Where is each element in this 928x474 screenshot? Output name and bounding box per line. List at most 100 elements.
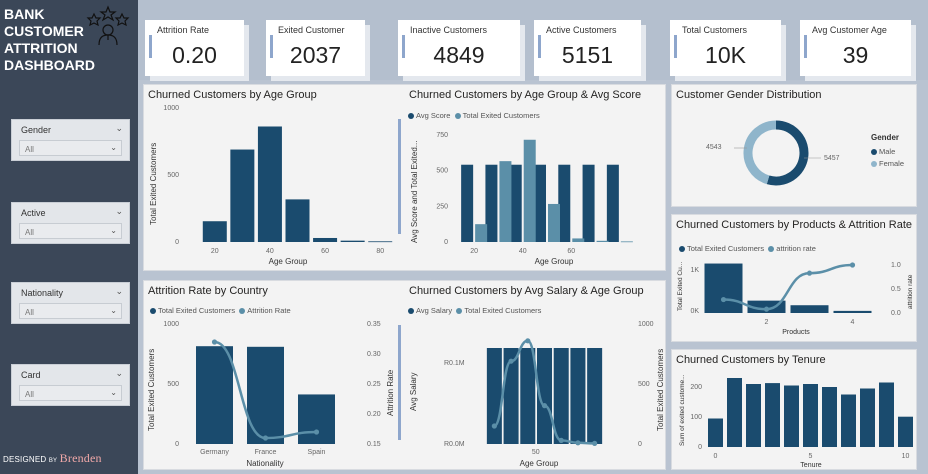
- y-tick-label: 1K: [690, 267, 699, 274]
- x-tick-label: 2: [765, 319, 769, 326]
- x-axis-title: Products: [782, 329, 810, 336]
- y2-axis-title: Attrition Rate: [386, 369, 395, 416]
- chevron-up-icon[interactable]: ⌄: [115, 368, 123, 378]
- x-tick-label: 60: [321, 248, 329, 255]
- country-attrition-line-point: [211, 339, 218, 345]
- avg-salary-bar: [520, 348, 536, 444]
- exited-bar: [596, 240, 609, 242]
- age-chart-title: Churned Customers by Age Group: [148, 89, 317, 101]
- avg-salary-bar: [486, 348, 502, 444]
- salary-chart-title: Churned Customers by Avg Salary & Age Gr…: [409, 285, 644, 297]
- x-tick-label: Germany: [200, 449, 229, 456]
- tenure-chart-title: Churned Customers by Tenure: [676, 354, 826, 366]
- y2-tick-label: 0.25: [367, 381, 381, 388]
- chevron-up-icon[interactable]: ⌄: [115, 206, 123, 216]
- gender-slicer-dropdown[interactable]: All ⌄: [19, 140, 122, 156]
- card-slicer[interactable]: Card ⌄ All ⌄: [11, 364, 130, 406]
- y-axis-title: Total Exited Customers: [149, 143, 158, 225]
- active-slicer[interactable]: Active ⌄ All ⌄: [11, 202, 130, 244]
- gender-donut-chart: [734, 120, 821, 186]
- tenure-bar-chart: 0 100 200 0 5 10 Tenure Sum of exited custome..…: [679, 374, 913, 469]
- salary-legend: Avg Salary Total Exited Customers: [408, 306, 541, 315]
- gender-panel: Customer Gender Distribution Gender Male…: [671, 84, 917, 207]
- x-axis-title: Age Group: [269, 257, 308, 266]
- country-attrition-line-point: [313, 429, 320, 435]
- tenure-panel: Churned Customers by Tenure 0 100 200 0 5 10 T…: [671, 349, 917, 470]
- active-slicer-dropdown[interactable]: All ⌄: [19, 223, 122, 239]
- chevron-up-icon[interactable]: ⌄: [115, 123, 123, 133]
- y2-tick-label: 0.20: [367, 411, 381, 418]
- y2-axis-title: attrition rate: [907, 274, 914, 309]
- dashboard-title: BANK CUSTOMER ATTRITION DASHBOARD: [4, 6, 95, 73]
- products-bar: [704, 263, 743, 313]
- y-tick-label: 0: [175, 239, 179, 246]
- y-tick-label: 0K: [690, 308, 699, 315]
- customer-rating-logo-icon: [86, 5, 130, 46]
- chevron-up-icon[interactable]: ⌄: [115, 286, 123, 296]
- gender-slicer-label: Gender: [21, 125, 52, 135]
- exited-bar: [548, 203, 560, 242]
- attrition-rate-line-point: [763, 306, 770, 312]
- divider: [398, 325, 401, 440]
- y-axis-title: Avg Salary: [409, 372, 418, 411]
- age-group-bar-chart: 0 500 1000 20 40 60 80 Age Group Total Exited Cu…: [149, 105, 633, 266]
- x-tick-label: 5: [809, 453, 813, 460]
- y-tick-label: 750: [436, 132, 448, 139]
- tenure-bar: [765, 383, 780, 447]
- age-score-legend: Avg Score Total Exited Customers: [408, 111, 540, 120]
- y2-tick-label: 1000: [638, 321, 654, 328]
- x-tick-label: France: [255, 449, 277, 456]
- avg-score-bar: [461, 164, 474, 242]
- y-tick-label: 500: [167, 172, 179, 179]
- products-chart-title: Churned Customers by Products & Attritio…: [676, 219, 912, 231]
- attrition-rate-line-point: [849, 262, 856, 268]
- x-tick-label: 50: [532, 449, 540, 456]
- tenure-bar: [746, 384, 761, 447]
- country-bar: [298, 394, 335, 444]
- country-attrition-line-point: [262, 435, 269, 441]
- gender-chart-title: Customer Gender Distribution: [676, 89, 822, 101]
- donut-slice-female: [743, 120, 777, 185]
- products-bar: [833, 310, 872, 313]
- products-panel: Churned Customers by Products & Attritio…: [671, 214, 917, 342]
- avg-score-bar: [534, 164, 546, 242]
- y2-tick-label: 0.30: [367, 351, 381, 358]
- tenure-bar: [784, 385, 799, 447]
- y2-tick-label: 0.0: [891, 310, 901, 317]
- x-axis-title: Age Group: [520, 459, 559, 468]
- x-tick-label: 10: [902, 453, 910, 460]
- y-axis-title: Sum of exited custome...: [679, 374, 686, 446]
- y-tick-label: 0: [175, 441, 179, 448]
- y-tick-label: 1000: [163, 321, 179, 328]
- gender-slicer[interactable]: Gender ⌄ All ⌄: [11, 119, 130, 161]
- salary-exited-line-point: [592, 440, 598, 446]
- y2-tick-label: 500: [638, 381, 650, 388]
- sidebar: BANK CUSTOMER ATTRITION DASHBOARD Gender…: [0, 0, 138, 474]
- x-tick-label: 4: [851, 319, 855, 326]
- y-tick-label: 0: [698, 444, 702, 451]
- x-tick-label: 0: [714, 453, 718, 460]
- nationality-slicer-dropdown[interactable]: All ⌄: [19, 303, 122, 319]
- age-bar: [368, 241, 393, 243]
- country-salary-panel: Attrition Rate by Country Churned Custom…: [143, 280, 666, 470]
- age-bar: [340, 240, 365, 242]
- card-slicer-dropdown[interactable]: All ⌄: [19, 385, 122, 401]
- x-tick-label: Spain: [308, 449, 326, 456]
- active-slicer-label: Active: [21, 208, 46, 218]
- salary-exited-line-point: [558, 437, 564, 443]
- country-legend: Total Exited Customers Attrition Rate: [150, 306, 291, 315]
- chevron-down-icon: ⌄: [110, 388, 117, 397]
- y-tick-label: 500: [167, 381, 179, 388]
- y-axis-title: Total Exited Customers: [147, 349, 156, 431]
- y-tick-label: 500: [436, 168, 448, 175]
- y2-tick-label: 0.5: [891, 286, 901, 293]
- tenure-bar: [879, 382, 894, 447]
- nationality-slicer[interactable]: Nationality ⌄ All ⌄: [11, 282, 130, 324]
- avg-salary-bar: [570, 348, 586, 444]
- tenure-bar: [822, 387, 837, 447]
- kpi-card-inactive-customers: Inactive Customers 4849: [398, 20, 520, 76]
- y-tick-label: 200: [690, 384, 702, 391]
- age-charts-panel: Churned Customers by Age Group Churned C…: [143, 84, 666, 271]
- age-bar: [313, 237, 338, 242]
